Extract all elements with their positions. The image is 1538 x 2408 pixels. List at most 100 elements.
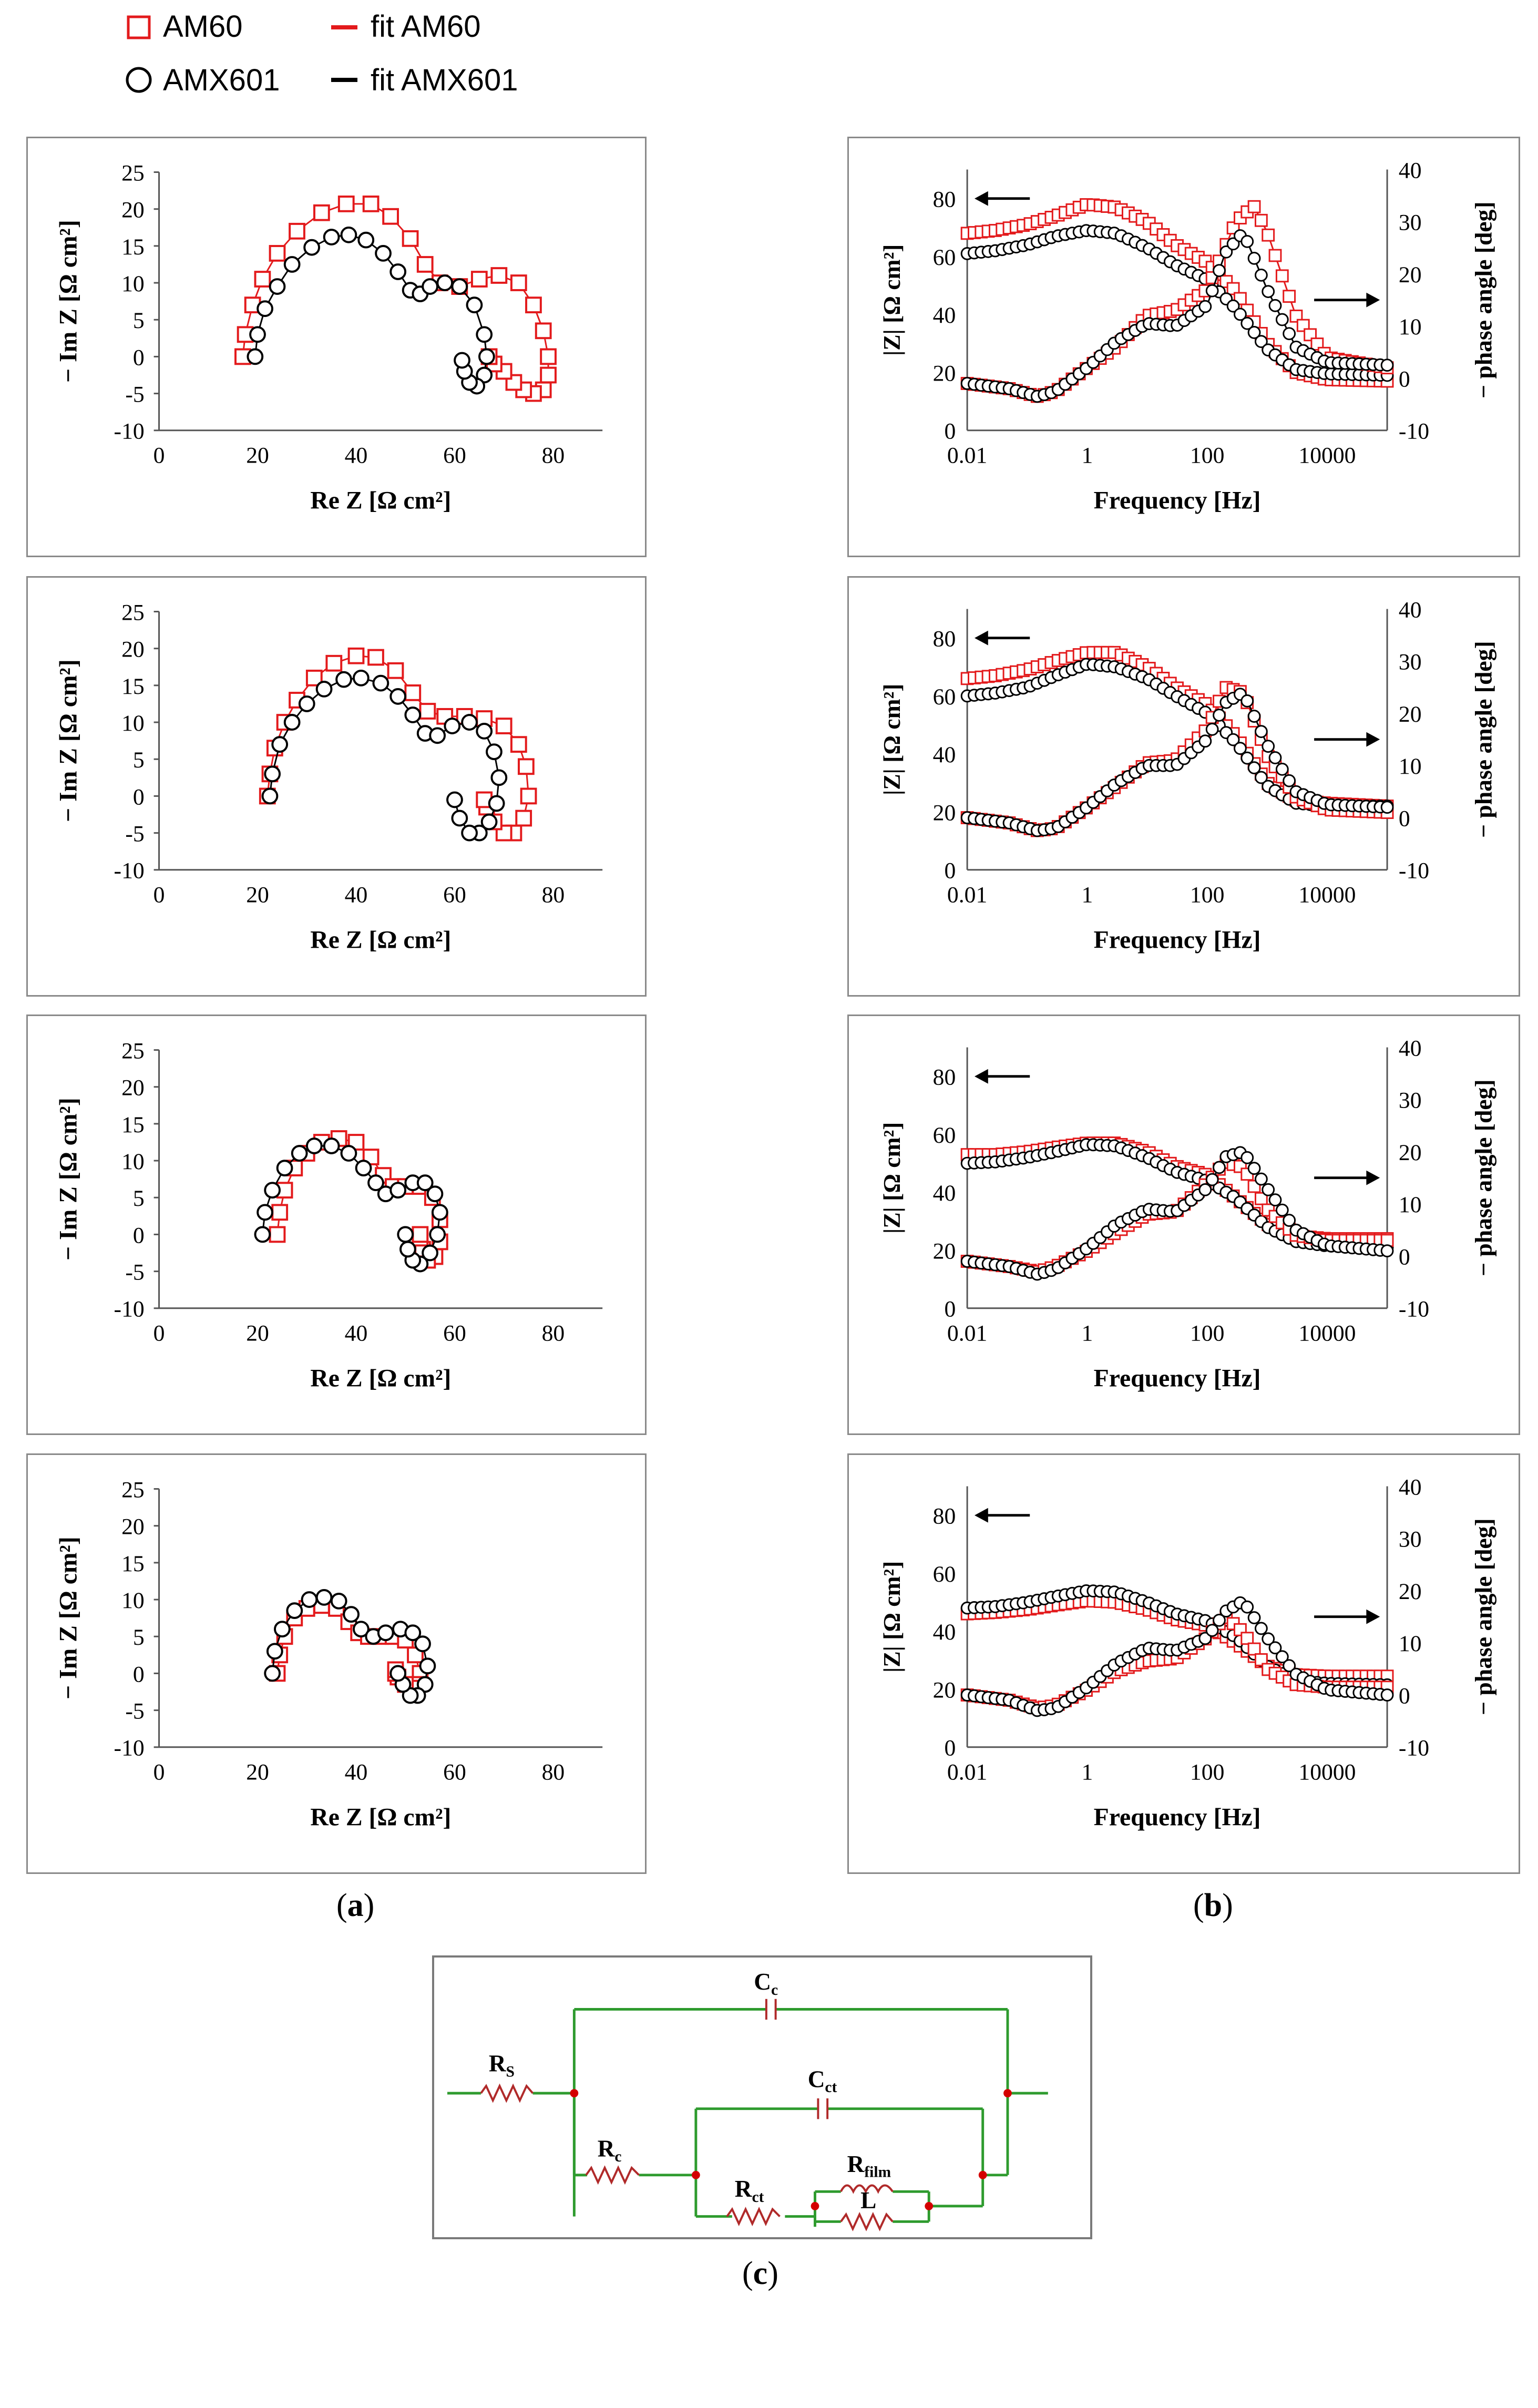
amx601-circle-marker [249, 326, 266, 343]
y-tick-label: 25 [121, 600, 145, 625]
y2-tick-label: -10 [1399, 1736, 1429, 1761]
amx601-circle-marker [1240, 234, 1254, 248]
rs-label: RS [489, 2051, 515, 2081]
am60-square-marker [540, 348, 557, 365]
y-tick-label: -5 [125, 1259, 144, 1285]
am60-square-marker [1275, 269, 1289, 283]
amx601-circle-marker [264, 765, 281, 783]
circuit-labels: RS Cc Rc Cct Rct Rfilm L [489, 1969, 891, 2214]
amx601-circle-marker [269, 278, 286, 295]
am60-square-marker [1254, 213, 1268, 227]
amx601-circle-marker [276, 1160, 293, 1176]
caption-c-letter: c [753, 2256, 768, 2291]
amx601-circle-marker [264, 1182, 281, 1199]
amx601-circle-marker [1247, 710, 1261, 723]
y2-tick-label: 10 [1399, 1192, 1422, 1217]
x-tick-label: 20 [246, 1320, 269, 1346]
y-tick-label: 0 [133, 1223, 145, 1248]
amx601-circle-marker [1198, 734, 1212, 748]
y2-tick-label: 40 [1399, 597, 1422, 622]
y-tick-label: 10 [121, 271, 145, 296]
y-tick-label: -10 [114, 858, 145, 884]
x-axis-title: Re Z [Ω cm²] [310, 927, 451, 954]
y-tick-label: 5 [133, 747, 145, 773]
amx601-circle-marker [372, 674, 389, 692]
amx601-circle-marker [340, 1145, 357, 1162]
x-tick-label: 60 [443, 1320, 466, 1346]
y-tick-label: 60 [933, 245, 956, 270]
am60-square-marker [540, 366, 557, 384]
amx601-circle-marker [283, 256, 301, 273]
amx601-circle-marker [426, 1185, 444, 1203]
fit-line [967, 651, 1388, 807]
legend-label-fit-amx601: fit AMX601 [371, 63, 518, 97]
am60-square-marker [237, 326, 254, 343]
arrow-left-icon [975, 630, 988, 645]
legend-item-am60: AM60 [127, 9, 243, 44]
am60-square-marker [1240, 1632, 1254, 1645]
amx601-circle-marker [490, 769, 508, 786]
am60-square-marker [470, 271, 488, 288]
amx601-circle-marker [1213, 1161, 1226, 1174]
arrow-right-icon [1366, 732, 1380, 747]
y-axis-title: − Im Z [Ω cm²] [55, 1536, 83, 1699]
x-tick-label: 10000 [1298, 443, 1356, 468]
y2-tick-label: 30 [1399, 1088, 1422, 1113]
amx601-circle-marker [323, 229, 340, 245]
bode-chart-svg: 0 20 40 60 80 -10 0 10 20 30 40 0.01 1 100 10000 Freque… [878, 1036, 1496, 1392]
y-tick-label: 20 [933, 1677, 956, 1703]
amx601-circle-marker [1268, 299, 1282, 312]
amx601-circle-marker [367, 1174, 384, 1192]
amx601-circle-marker [1247, 1162, 1261, 1175]
amx601-circle-marker [375, 245, 392, 262]
amx601-circle-marker [1268, 1641, 1282, 1655]
y2-tick-label: 0 [1399, 1244, 1410, 1269]
y-tick-label: 20 [121, 1075, 145, 1101]
y-tick-label: 20 [121, 637, 145, 662]
am60-square-marker [520, 787, 537, 805]
amx601-circle-marker [377, 1624, 394, 1642]
y2-tick-label: 30 [1399, 210, 1422, 235]
node-dot [925, 2202, 934, 2210]
amx601-circle-marker [1205, 1624, 1219, 1637]
y2-tick-label: 0 [1399, 1683, 1410, 1708]
am60-square-marker [1283, 290, 1296, 303]
node-dot [978, 2170, 987, 2179]
y-tick-label: 10 [121, 1149, 145, 1174]
right-axis-arrow [1314, 292, 1380, 308]
amx601-circle-marker [1275, 1203, 1289, 1217]
am60-square-marker [269, 1226, 286, 1243]
am60-square-marker [271, 1204, 289, 1221]
amx601-circle-marker [1262, 1632, 1275, 1646]
amx601-circle-marker [283, 714, 301, 731]
x-axis-title: Frequency [Hz] [1094, 1365, 1261, 1392]
amx601-circle-marker [444, 718, 461, 734]
bode-chart-panel: 0 20 40 60 80 -10 0 10 20 30 40 0.01 1 100 10000 Freque… [847, 1453, 1520, 1874]
y-tick-label: 25 [121, 1477, 145, 1502]
amx601-circle-marker [389, 1182, 407, 1199]
bode-chart-panel: 0 20 40 60 80 -10 0 10 20 30 40 0.01 1 100 10000 Freque… [847, 1015, 1520, 1435]
y-tick-label: 60 [933, 1123, 956, 1148]
nyquist-chart-svg: -10 -5 0 5 10 15 20 25 0 20 40 60 80 Re Z [Ω cm²] − Im… [55, 1477, 603, 1831]
am60-square-marker [347, 647, 365, 664]
am60-square-marker [490, 267, 508, 284]
y-tick-label: -5 [125, 1698, 144, 1724]
y2-tick-label: 20 [1399, 262, 1422, 288]
am60-square-marker [305, 669, 323, 686]
amx601-circle-marker [1275, 1650, 1289, 1664]
amx601-circle-marker [247, 348, 264, 365]
am60-square-marker [419, 703, 436, 720]
left-axis-arrow [975, 1069, 1030, 1084]
amx601-circle-marker [476, 326, 493, 343]
y-axis-title: |Z| [Ω cm²] [878, 244, 905, 356]
amx601-circle-marker [1240, 751, 1254, 765]
y2-tick-label: 20 [1399, 702, 1422, 727]
amx601-circle-marker [1198, 1183, 1212, 1196]
y-tick-label: 40 [933, 303, 956, 328]
amx601-circle-marker [355, 1160, 372, 1176]
y-tick-label: 40 [933, 1181, 956, 1206]
x-tick-label: 100 [1190, 443, 1224, 468]
am60-square-marker [416, 256, 434, 273]
amx601-circle-marker [315, 681, 333, 698]
amx601-circle-marker [486, 743, 503, 761]
